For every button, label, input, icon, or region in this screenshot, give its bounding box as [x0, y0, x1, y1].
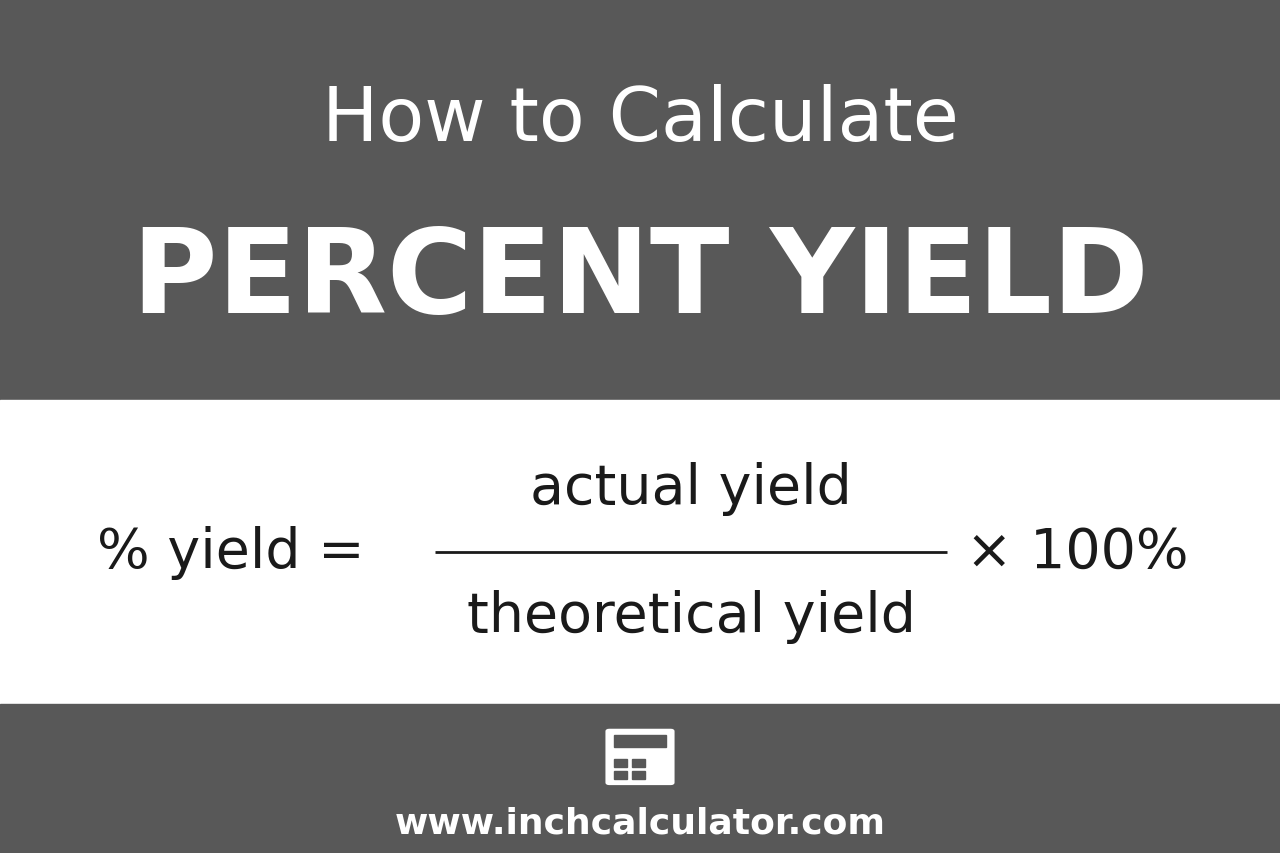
Bar [614, 734, 666, 747]
Bar [614, 759, 627, 768]
Text: www.inchcalculator.com: www.inchcalculator.com [394, 806, 886, 839]
Text: % yield =: % yield = [97, 525, 365, 579]
Bar [632, 771, 645, 780]
Bar [0, 401, 1280, 704]
Text: × 100%: × 100% [966, 525, 1189, 579]
Bar [614, 771, 627, 780]
Bar [0, 704, 1280, 853]
Bar [0, 0, 1280, 401]
FancyBboxPatch shape [605, 728, 675, 785]
Text: PERCENT YIELD: PERCENT YIELD [132, 223, 1148, 338]
Bar [632, 759, 645, 768]
Text: actual yield: actual yield [530, 461, 852, 515]
Text: How to Calculate: How to Calculate [321, 84, 959, 157]
Text: theoretical yield: theoretical yield [467, 589, 915, 643]
